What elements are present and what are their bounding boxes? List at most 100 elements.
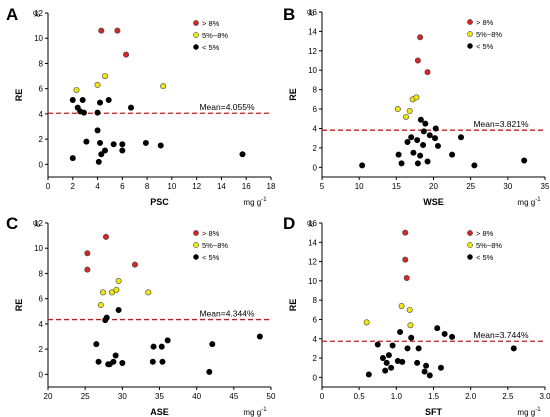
mean-label: Mean=3.744% (473, 330, 528, 340)
data-point (113, 286, 120, 293)
legend-label: < 5% (202, 43, 220, 52)
x-tick-label: 16 (242, 182, 251, 191)
legend-marker (193, 32, 199, 38)
data-point (256, 333, 263, 340)
data-point (239, 151, 246, 158)
data-point (100, 289, 107, 296)
data-point (80, 109, 87, 116)
x-unit-exponent: -1 (261, 197, 267, 203)
data-point (374, 341, 381, 348)
panel-c: C 0 2 4 6 8 10 12 20 25 30 35 40 45 50% RE ASE mg g-1 Mean… (6, 214, 276, 417)
legend-marker (467, 19, 473, 25)
data-point (385, 352, 392, 359)
x-tick-label: 5 (320, 182, 325, 191)
mean-label: Mean=3.821% (473, 119, 528, 129)
panel-letter: A (6, 5, 18, 24)
legend-label: < 5% (476, 42, 494, 51)
x-unit-base: mg g (517, 408, 535, 417)
data-point (449, 151, 456, 158)
data-point (471, 162, 478, 169)
x-unit-base: mg g (243, 198, 261, 207)
data-point (407, 322, 414, 329)
y-axis-label: RE (14, 89, 24, 102)
data-point (424, 158, 431, 165)
x-unit-label: mg g-1 (243, 197, 267, 207)
legend-marker (193, 20, 199, 26)
x-tick-label: 30 (118, 392, 127, 401)
data-point (410, 149, 417, 156)
legend-marker (467, 230, 473, 236)
y-unit-label: % (307, 9, 314, 18)
data-point (119, 147, 126, 154)
data-point (158, 343, 165, 350)
x-unit-label: mg g-1 (243, 407, 267, 417)
mean-label: Mean=4.055% (199, 102, 254, 112)
legend-label: 5%~8% (476, 30, 502, 39)
data-point (426, 132, 433, 139)
y-tick-label: 8 (39, 59, 44, 68)
y-tick-label: 12 (308, 258, 317, 267)
y-tick-label: 4 (39, 320, 44, 329)
y-tick-label: 10 (34, 34, 43, 43)
data-point (417, 34, 424, 41)
y-tick-label: 2 (313, 354, 318, 363)
legend-label: > 8% (202, 229, 220, 238)
data-point (119, 141, 126, 148)
data-point (408, 134, 415, 141)
x-tick-label: 45 (229, 392, 238, 401)
x-tick-label: 0.5 (354, 392, 366, 401)
data-point (421, 368, 428, 375)
data-point (131, 261, 138, 268)
data-point (98, 27, 105, 34)
data-point (123, 51, 130, 58)
y-tick-label: 6 (39, 295, 44, 304)
data-point (84, 266, 91, 273)
data-point (206, 368, 213, 375)
data-point (413, 94, 420, 101)
x-tick-label: 12 (192, 182, 201, 191)
y-tick-label: 2 (39, 135, 44, 144)
legend-label: > 8% (202, 19, 220, 28)
y-tick-label: 6 (313, 315, 318, 324)
data-point (414, 137, 421, 144)
x-tick-label: 20 (429, 182, 438, 191)
panel-d: D 0 2 4 6 8 10 12 14 16 0 0.5 1.0 1.5 2.0 2.5 3.0% RE SFT m… (283, 214, 550, 417)
x-tick-label: 10 (355, 182, 364, 191)
data-point (422, 120, 429, 127)
panel-letter: D (283, 214, 295, 233)
y-tick-label: 6 (39, 85, 44, 94)
data-point (95, 358, 102, 365)
x-tick-label: 30 (503, 182, 512, 191)
y-tick-label: 4 (39, 110, 44, 119)
data-point (73, 86, 80, 93)
data-point (142, 139, 149, 146)
x-tick-label: 2.5 (502, 392, 514, 401)
data-point (95, 158, 102, 165)
data-point (150, 343, 157, 350)
data-point (102, 317, 109, 324)
data-point (145, 289, 152, 296)
data-point (83, 138, 90, 145)
x-axis-label: WSE (423, 197, 444, 207)
data-point (434, 142, 441, 149)
y-axis-label: RE (288, 299, 298, 312)
x-tick-label: 6 (120, 182, 125, 191)
y-axis-label: RE (14, 299, 24, 312)
y-tick-label: 0 (313, 373, 318, 382)
data-point (94, 109, 101, 116)
data-point (128, 104, 135, 111)
x-tick-label: 35 (155, 392, 164, 401)
x-tick-label: 14 (217, 182, 226, 191)
x-unit-label: mg g-1 (517, 407, 541, 417)
data-point (510, 345, 517, 352)
data-point (115, 278, 122, 285)
legend-label: < 5% (476, 253, 494, 262)
x-unit-exponent: -1 (535, 197, 541, 203)
data-point (420, 128, 427, 135)
x-axis-label: PSC (150, 197, 169, 207)
data-point (414, 57, 421, 64)
data-point (97, 99, 104, 106)
x-tick-label: 40 (192, 392, 201, 401)
data-point (402, 256, 409, 263)
y-tick-label: 10 (308, 66, 317, 75)
